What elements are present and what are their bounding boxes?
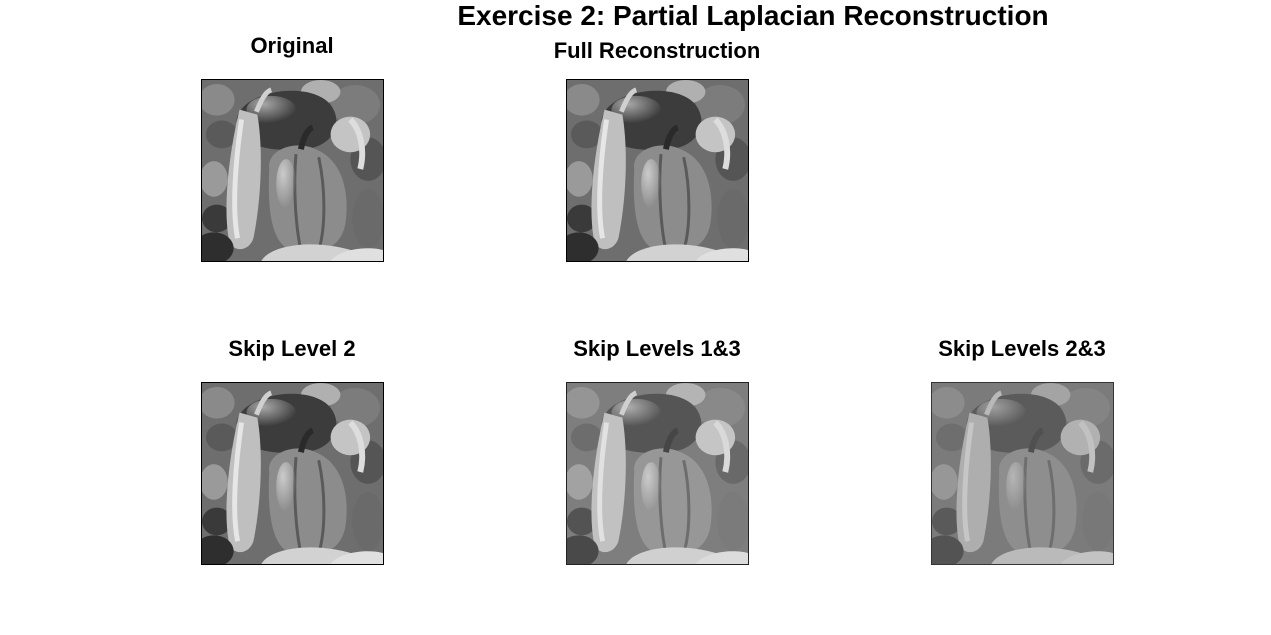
panel-title-original: Original (250, 33, 334, 58)
image-original (201, 79, 384, 262)
figure-title: Exercise 2: Partial Laplacian Reconstruc… (457, 0, 1049, 31)
panel-title-full-reconstruction: Full Reconstruction (553, 38, 761, 63)
panel-title-skip-levels-2-3: Skip Levels 2&3 (938, 336, 1106, 361)
panel-title-skip-levels-1-3: Skip Levels 1&3 (573, 336, 741, 361)
image-skip-levels-2-3 (931, 382, 1114, 565)
image-skip-levels-1-3 (566, 382, 749, 565)
panel-title-skip-level-2: Skip Level 2 (228, 336, 356, 361)
image-skip-level-2 (201, 382, 384, 565)
image-full-reconstruction (566, 79, 749, 262)
